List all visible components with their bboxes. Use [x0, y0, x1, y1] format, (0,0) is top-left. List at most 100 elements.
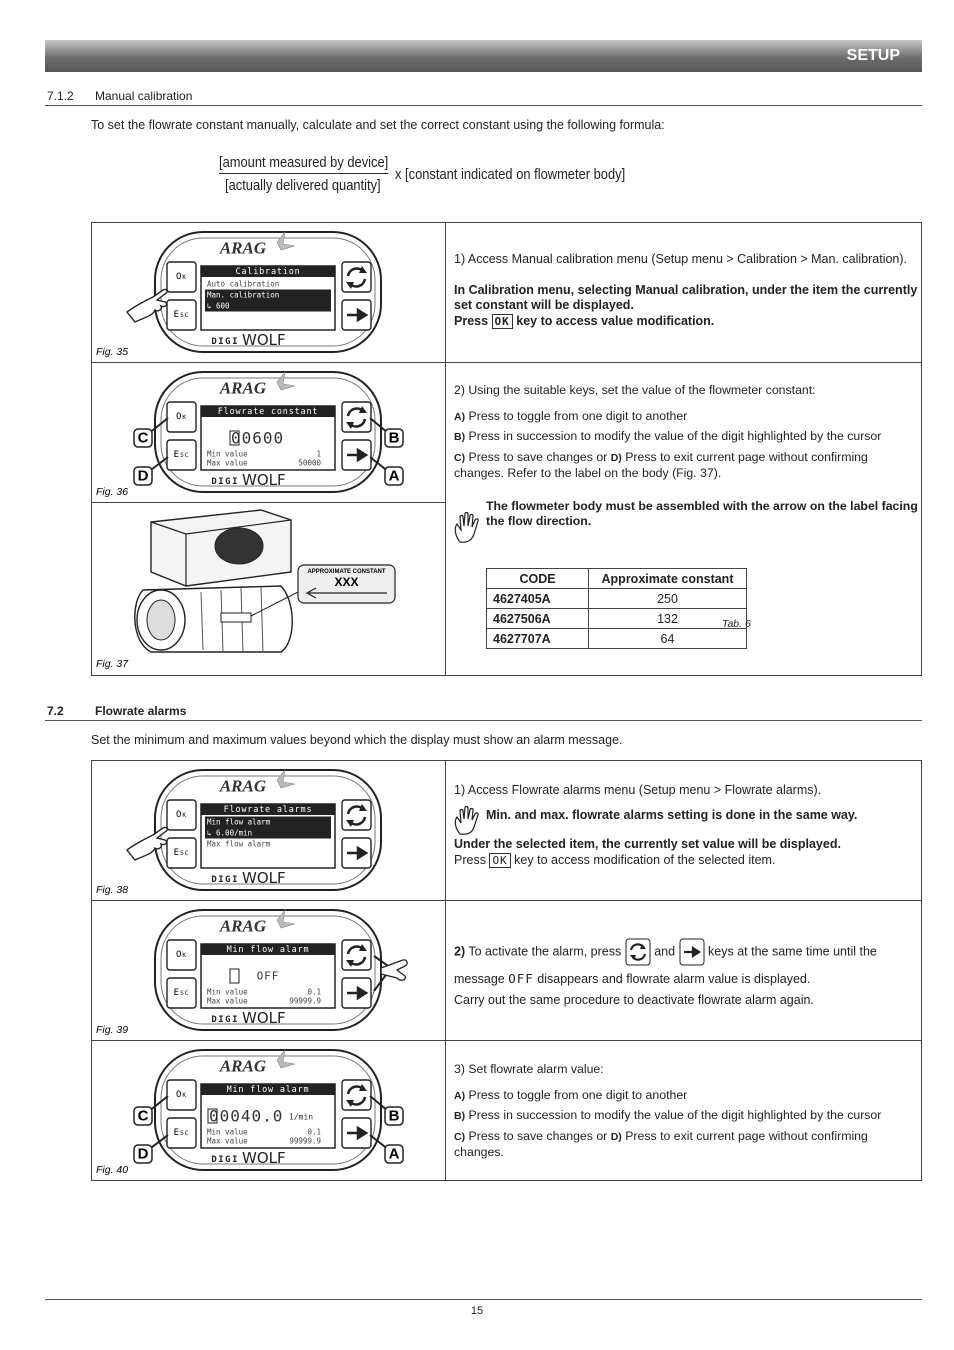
item-key: D) — [610, 1130, 622, 1143]
callout-label: D — [138, 468, 149, 485]
brand-bird — [276, 908, 296, 929]
section-number: 7.1.2 — [47, 89, 74, 103]
screen-row-value: 1 — [316, 450, 321, 459]
callout-label: B — [389, 430, 400, 447]
table-caption: Tab. 6 — [722, 618, 751, 630]
label-title: APPROXIMATE CONSTANT — [307, 569, 385, 575]
screen-title-bar — [201, 266, 335, 277]
key-symbol — [347, 1125, 369, 1141]
intro: To set the flowrate constant manually, c… — [91, 118, 665, 132]
item-key: B) — [454, 431, 466, 443]
screen-highlight — [205, 827, 331, 839]
hand-outline — [454, 512, 479, 543]
cell-text: 2) Using the suitable keys, set the valu… — [454, 383, 918, 530]
item-text: Press to save changes or — [468, 1128, 608, 1143]
key-symbol — [346, 1084, 367, 1107]
cell-text: 2) To activate the alarm, press and keys… — [454, 938, 918, 1008]
figure-caption: Fig. 39 — [96, 1024, 128, 1036]
step: 3) Set flowrate alarm value: — [454, 1062, 604, 1076]
message: OFF — [508, 971, 534, 986]
screen-title: Min flow alarm — [227, 1085, 310, 1095]
table-cell: 4627506A — [486, 608, 589, 629]
device-bezel — [160, 1055, 376, 1165]
screen-row-value: 0.1 — [307, 988, 321, 997]
model-name: WOLF — [242, 331, 286, 349]
key-button — [166, 799, 197, 831]
figure: ARAG Ok Esc Min flow alarm 00040.0 1/min Min v… — [96, 1048, 404, 1176]
figure-caption: Fig. 36 — [96, 486, 128, 498]
figure-caption: Fig. 35 — [96, 346, 128, 358]
section-number: 7.2 — [47, 704, 64, 718]
brand: ARAG — [219, 379, 267, 398]
callout-badge — [133, 466, 153, 486]
screen-line: ↳ 6.00/min — [207, 829, 252, 838]
device-bezel — [160, 915, 376, 1025]
page-number: 15 — [470, 1305, 484, 1317]
key-icon: OK — [491, 313, 513, 329]
screen-title-bar — [201, 406, 335, 417]
note: Carry out the same procedure to deactiva… — [454, 993, 814, 1007]
pointing-hand — [126, 826, 168, 861]
formula-denominator: [actually delivered quantity] — [225, 177, 381, 194]
screen-value: OFF — [257, 970, 280, 983]
brand: ARAG — [219, 777, 267, 796]
flowmeter-housing — [150, 519, 292, 586]
divider — [91, 502, 445, 503]
leader-line — [250, 591, 299, 617]
hand-icon — [454, 512, 479, 543]
item-key: B) — [454, 1110, 466, 1122]
item-key: A) — [454, 410, 466, 423]
step: 2) — [454, 944, 466, 959]
pointing-hand — [380, 959, 408, 981]
step: 1) Access Flowrate alarms menu (Setup me… — [454, 783, 822, 797]
callout-label: D — [138, 1146, 149, 1163]
screen-value: 00600 — [231, 429, 284, 448]
screen-row-label: Max value — [207, 459, 248, 468]
cell-text: 1) Access Flowrate alarms menu (Setup me… — [454, 783, 918, 876]
note: Under the selected item, the currently s… — [454, 837, 841, 851]
key-button — [166, 977, 197, 1009]
footer-rule — [45, 1299, 922, 1300]
formula-multiplier: x [constant indicated on flowmeter body] — [395, 166, 626, 183]
intro: Set the minimum and maximum values beyon… — [91, 733, 623, 747]
item-text: Press to toggle from one digit to anothe… — [468, 1087, 688, 1102]
screen-row-value: 0.1 — [307, 1128, 321, 1137]
key-button — [166, 939, 197, 971]
screen-row-label: Max value — [207, 997, 248, 1006]
key-symbol — [347, 447, 369, 463]
table-cell: 250 — [588, 588, 747, 609]
flow-arrow — [305, 587, 387, 599]
model-name: WOLF — [242, 869, 286, 887]
model-name: WOLF — [242, 1009, 286, 1027]
table-header: Approximate constant — [588, 568, 747, 589]
section-heading: 7.2 Flowrate alarms — [45, 704, 922, 721]
brand: ARAG — [219, 239, 267, 258]
item-text: Press to exit current page without confi… — [454, 1128, 868, 1160]
press: Press — [454, 852, 486, 867]
callout-label: B — [389, 1108, 400, 1125]
cursor — [207, 1108, 218, 1124]
screen-row-value: 50000 — [298, 459, 321, 468]
cell-text: 1) Access Manual calibration menu (Setup… — [454, 252, 918, 337]
constant-table: CODE Approximate constant 4627405A 250 462… — [486, 568, 747, 649]
table-header: CODE — [486, 568, 589, 589]
screen-row-label: Min value — [207, 1128, 248, 1137]
table-cell: 64 — [588, 628, 747, 649]
section-heading: 7.1.2 Manual calibration — [45, 89, 922, 106]
key-button — [166, 401, 197, 433]
figure: ARAG Ok Esc Calibration Auto calibration Man.… — [96, 230, 382, 358]
screen-line: Max flow alarm — [207, 840, 271, 849]
device-bezel — [160, 377, 376, 487]
brand-bird — [276, 768, 296, 789]
callout-label: A — [389, 1146, 400, 1163]
callout-badge — [384, 1144, 404, 1164]
cursor — [229, 968, 240, 984]
screen-title-bar — [201, 944, 335, 955]
figure-caption: Fig. 37 — [96, 658, 129, 670]
screen-value: 00040.0 — [209, 1107, 283, 1126]
key-symbol — [346, 266, 367, 289]
flowmeter-cap — [214, 527, 264, 565]
model-prefix: DIGI — [211, 337, 239, 347]
formula: [amount measured by device] [actually de… — [219, 154, 389, 194]
